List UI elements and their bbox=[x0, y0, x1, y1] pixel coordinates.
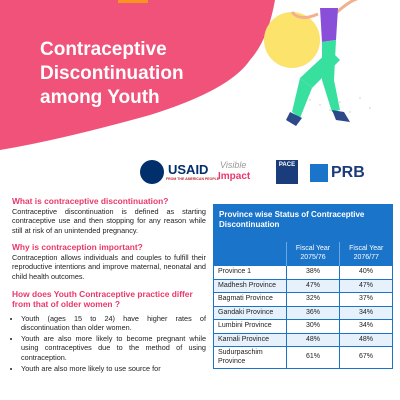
impact-logo: Impact bbox=[218, 171, 251, 182]
value-cell: 67% bbox=[339, 346, 393, 369]
title: Contraceptive Discontinuation among Yout… bbox=[40, 39, 184, 108]
province-cell: Karnali Province bbox=[213, 332, 287, 347]
table-body: Province 1 38% 40% Madhesh Province 47% 47% Ba… bbox=[213, 265, 393, 369]
table-row: Bagmati Province 32% 37% bbox=[213, 292, 393, 307]
table-row: Sudurpaschim Province 61% 67% bbox=[213, 346, 393, 369]
prb-mark bbox=[310, 164, 328, 182]
header-cell: Fiscal Year 2075/76 bbox=[286, 242, 340, 266]
value-cell: 34% bbox=[339, 305, 393, 320]
table-row: Karnali Province 48% 48% bbox=[213, 332, 393, 347]
value-cell: 38% bbox=[286, 265, 340, 280]
table-row: Province 1 38% 40% bbox=[213, 265, 393, 280]
province-cell: Lumbini Province bbox=[213, 319, 287, 334]
heading: Why is contraception important? bbox=[12, 242, 143, 253]
province-cell: Gandaki Province bbox=[213, 305, 287, 320]
table-title: Province wise Status of Contraceptive Di… bbox=[219, 210, 365, 229]
header-cell: Fiscal Year 2076/77 bbox=[339, 242, 393, 266]
prb-logo: PRB bbox=[331, 164, 365, 181]
value-cell: 36% bbox=[286, 305, 340, 320]
pace-logo: PACE bbox=[276, 160, 298, 184]
paragraph: Contraceptive discontinuation is defined… bbox=[12, 206, 206, 235]
value-cell: 37% bbox=[339, 292, 393, 307]
table-row: Madhesh Province 47% 47% bbox=[213, 278, 393, 293]
value-cell: 32% bbox=[286, 292, 340, 307]
dots bbox=[299, 94, 371, 113]
value-cell: 48% bbox=[339, 332, 393, 347]
bullet: Youth are also more likely to become pre… bbox=[21, 334, 206, 363]
province-cell: Province 1 bbox=[213, 265, 287, 280]
heading: What is contraceptive discontinuation? bbox=[12, 196, 169, 206]
visible-logo: Visible bbox=[220, 160, 247, 170]
province-cell: Sudurpaschim Province bbox=[213, 346, 287, 369]
province-cell: Bagmati Province bbox=[213, 292, 287, 307]
value-cell: 30% bbox=[286, 319, 340, 334]
paragraph: Contraception allows individuals and cou… bbox=[12, 252, 206, 281]
bullet-list: Youth (ages 15 to 24) have higher rates … bbox=[12, 314, 206, 374]
value-cell: 40% bbox=[339, 265, 393, 280]
header-cell bbox=[214, 242, 287, 266]
table-panel: Province wise Status of Contraceptive Di… bbox=[213, 204, 393, 369]
usaid-logo: USAID bbox=[168, 162, 209, 177]
dancer-figure bbox=[286, 0, 359, 126]
bullet: Youth (ages 15 to 24) have higher rates … bbox=[21, 314, 206, 333]
table: Fiscal Year 2075/76 Fiscal Year 2076/77 … bbox=[213, 242, 393, 369]
yellow-circle bbox=[264, 12, 320, 68]
usaid-seal bbox=[140, 160, 164, 184]
pink-shape bbox=[0, 0, 275, 150]
orange-strip bbox=[118, 0, 148, 3]
heading: How does Youth Contraceptive practice di… bbox=[12, 288, 193, 310]
value-cell: 47% bbox=[286, 278, 340, 293]
usaid-tagline: FROM THE AMERICAN PEOPLE bbox=[166, 177, 220, 181]
bullet: Youth are also more likely to use source… bbox=[21, 364, 206, 374]
header-art bbox=[0, 0, 371, 150]
value-cell: 34% bbox=[339, 319, 393, 334]
table-row: Lumbini Province 30% 34% bbox=[213, 319, 393, 334]
value-cell: 48% bbox=[286, 332, 340, 347]
header-row: Fiscal Year 2075/76 Fiscal Year 2076/77 bbox=[214, 242, 393, 266]
value-cell: 61% bbox=[286, 346, 340, 369]
text-column: What is contraceptive discontinuation? C… bbox=[12, 196, 206, 374]
province-cell: Madhesh Province bbox=[213, 278, 287, 293]
table-row: Gandaki Province 36% 34% bbox=[213, 305, 393, 320]
value-cell: 47% bbox=[339, 278, 393, 293]
